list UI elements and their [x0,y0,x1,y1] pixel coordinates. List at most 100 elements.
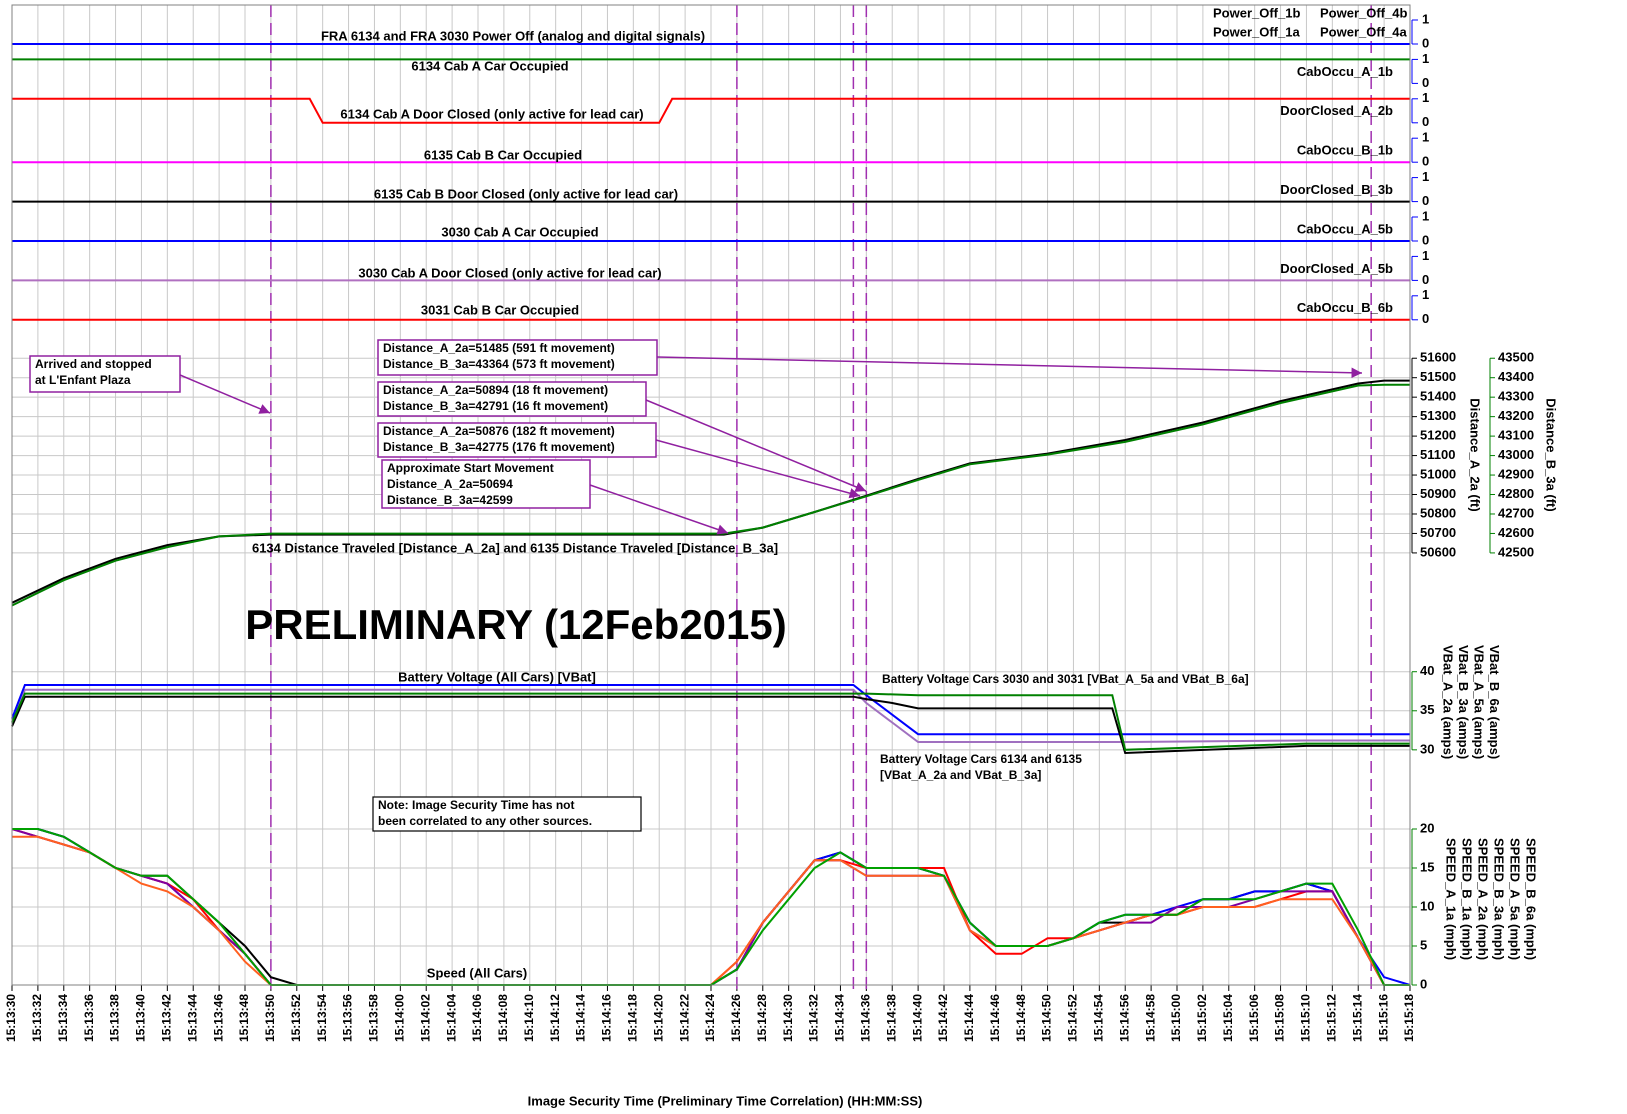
series-line [11,695,1410,755]
y-tick-label: 0 [1422,272,1429,287]
x-tick-label: 15:14:08 [496,994,510,1042]
watermark: PRELIMINARY (12Feb2015) [245,601,787,648]
channel-label: 3031 Cab B Car Occupied [421,302,579,317]
x-tick-label: 15:15:14 [1350,994,1364,1042]
legend-entry: SPEED_A_5a (mph) [1508,838,1523,960]
x-tick-label: 15:14:48 [1014,994,1028,1042]
annotation-text: Distance_A_2a=51485 (591 ft movement) [383,341,615,355]
x-tick-label: 15:13:46 [211,994,225,1042]
channel-name: DoorClosed_B_3b [1280,182,1393,197]
series-line [11,383,1410,607]
channel-name: CabOccu_B_1b [1297,143,1393,158]
x-tick-label: 15:14:54 [1092,994,1106,1042]
y-tick-label: 1 [1422,287,1429,302]
x-tick-label: 15:15:00 [1169,994,1183,1042]
y2-tick-label: 43000 [1498,447,1534,462]
y2-tick-label: 43400 [1498,369,1534,384]
x-tick-label: 15:13:54 [315,994,329,1042]
channel-name: DoorClosed_A_5b [1280,261,1393,276]
y-tick-label: 0 [1422,232,1429,247]
y2-tick-label: 43100 [1498,428,1534,443]
y-tick-label: 50600 [1420,544,1456,559]
y-tick-label: 51100 [1420,447,1455,462]
y-tick-label: 5 [1420,937,1427,952]
x-tick-label: 15:15:06 [1247,994,1261,1042]
legend-entry: VBat_B_3a (amps) [1456,645,1471,759]
annotation-text: Distance_A_2a=50894 (18 ft movement) [383,383,608,397]
chart-title: 6134 Distance Traveled [Distance_A_2a] a… [252,540,778,555]
x-tick-label: 15:13:34 [56,994,70,1042]
x-tick-label: 15:13:42 [160,994,174,1042]
x-tick-label: 15:14:00 [393,994,407,1042]
legend-entry: VBat_B_6a (amps) [1487,645,1502,759]
x-tick-label: 15:14:52 [1066,994,1080,1042]
x-tick-label: 15:14:44 [962,994,976,1042]
y2-tick-label: 43200 [1498,408,1534,423]
y-axis-title: Distance_A_2a (ft) [1468,398,1483,511]
y-tick-label: 1 [1422,169,1429,184]
annotation-box [29,355,181,393]
y-tick-label: 20 [1420,820,1434,835]
x-tick-label: 15:14:12 [548,994,562,1042]
annotation-text: Distance_B_3a=42599 [387,493,513,507]
x-tick-label: 15:14:36 [859,994,873,1042]
channel-name: DoorClosed_A_2b [1280,103,1393,118]
x-tick-label: 15:14:30 [781,994,795,1042]
y-tick-label: 0 [1422,154,1429,169]
x-tick-label: 15:13:38 [108,994,122,1042]
x-tick-label: 15:14:42 [936,994,950,1042]
x-tick-label: 15:14:38 [884,994,898,1042]
x-tick-label: 15:14:22 [677,994,691,1042]
legend-entry: VBat_A_2a (amps) [1441,645,1456,759]
annotation-text: Distance_B_3a=43364 (573 ft movement) [383,357,615,371]
x-tick-label: 15:14:46 [988,994,1002,1042]
x-tick-label: 15:15:18 [1402,994,1416,1042]
x-tick-label: 15:14:50 [1040,994,1054,1042]
x-tick-label: 15:15:10 [1299,994,1313,1042]
y2-tick-label: 43300 [1498,389,1534,404]
annotation-text: Battery Voltage Cars 3030 and 3031 [VBat… [882,672,1249,686]
y-tick-label: 1 [1422,208,1429,223]
x-tick-label: 15:14:20 [651,994,665,1042]
legend-entry: SPEED_B_1a (mph) [1460,838,1475,960]
channel-name: CabOccu_A_1b [1297,64,1393,79]
x-tick-label: 15:15:16 [1376,994,1390,1042]
chart-title: Speed (All Cars) [427,965,527,980]
channel-label: 3030 Cab A Car Occupied [441,224,598,239]
x-tick-label: 15:14:28 [755,994,769,1042]
x-tick-label: 15:14:24 [703,994,717,1042]
y-tick-label: 51300 [1420,408,1456,423]
legend-entry: SPEED_A_2a (mph) [1476,838,1491,960]
annotation-text: Distance_B_3a=42791 (16 ft movement) [383,399,608,413]
y-tick-label: 0 [1422,193,1429,208]
x-tick-label: 15:13:58 [367,994,381,1042]
x-tick-label: 15:15:08 [1273,994,1287,1042]
y-tick-label: 0 [1422,311,1429,326]
annotation-arrow [656,356,1363,379]
legend-entry: SPEED_A_1a (mph) [1444,838,1459,960]
channel-name: CabOccu_A_5b [1297,221,1393,236]
x-tick-label: 15:15:02 [1195,994,1209,1042]
annotation-text: Approximate Start Movement [387,461,554,475]
x-tick-label: 15:14:10 [522,994,536,1042]
signal-line [12,97,1410,124]
annotation-arrow [589,484,729,535]
legend-entry: Power_Off_1a [1213,24,1300,39]
y2-tick-label: 42900 [1498,466,1534,481]
x-tick-label: 15:14:04 [444,994,458,1042]
annotation-text: Distance_B_3a=42775 (176 ft movement) [383,440,615,454]
y-tick-label: 50800 [1420,505,1456,520]
channel-label: 6134 Cab A Door Closed (only active for … [340,106,643,121]
y-tick-label: 51000 [1420,466,1456,481]
x-tick-label: 15:13:40 [134,994,148,1042]
y2-tick-label: 43500 [1498,350,1534,365]
annotation-text: Arrived and stopped [35,357,152,371]
annotation-arrow [655,439,861,499]
y-tick-label: 1 [1422,11,1429,26]
annotation-text: [VBat_A_2a and VBat_B_3a] [880,768,1041,782]
y-tick-label: 51600 [1420,350,1456,365]
y-tick-label: 1 [1422,248,1429,263]
y2-tick-label: 42700 [1498,505,1534,520]
y-tick-label: 15 [1420,859,1434,874]
annotation-box [377,381,647,417]
